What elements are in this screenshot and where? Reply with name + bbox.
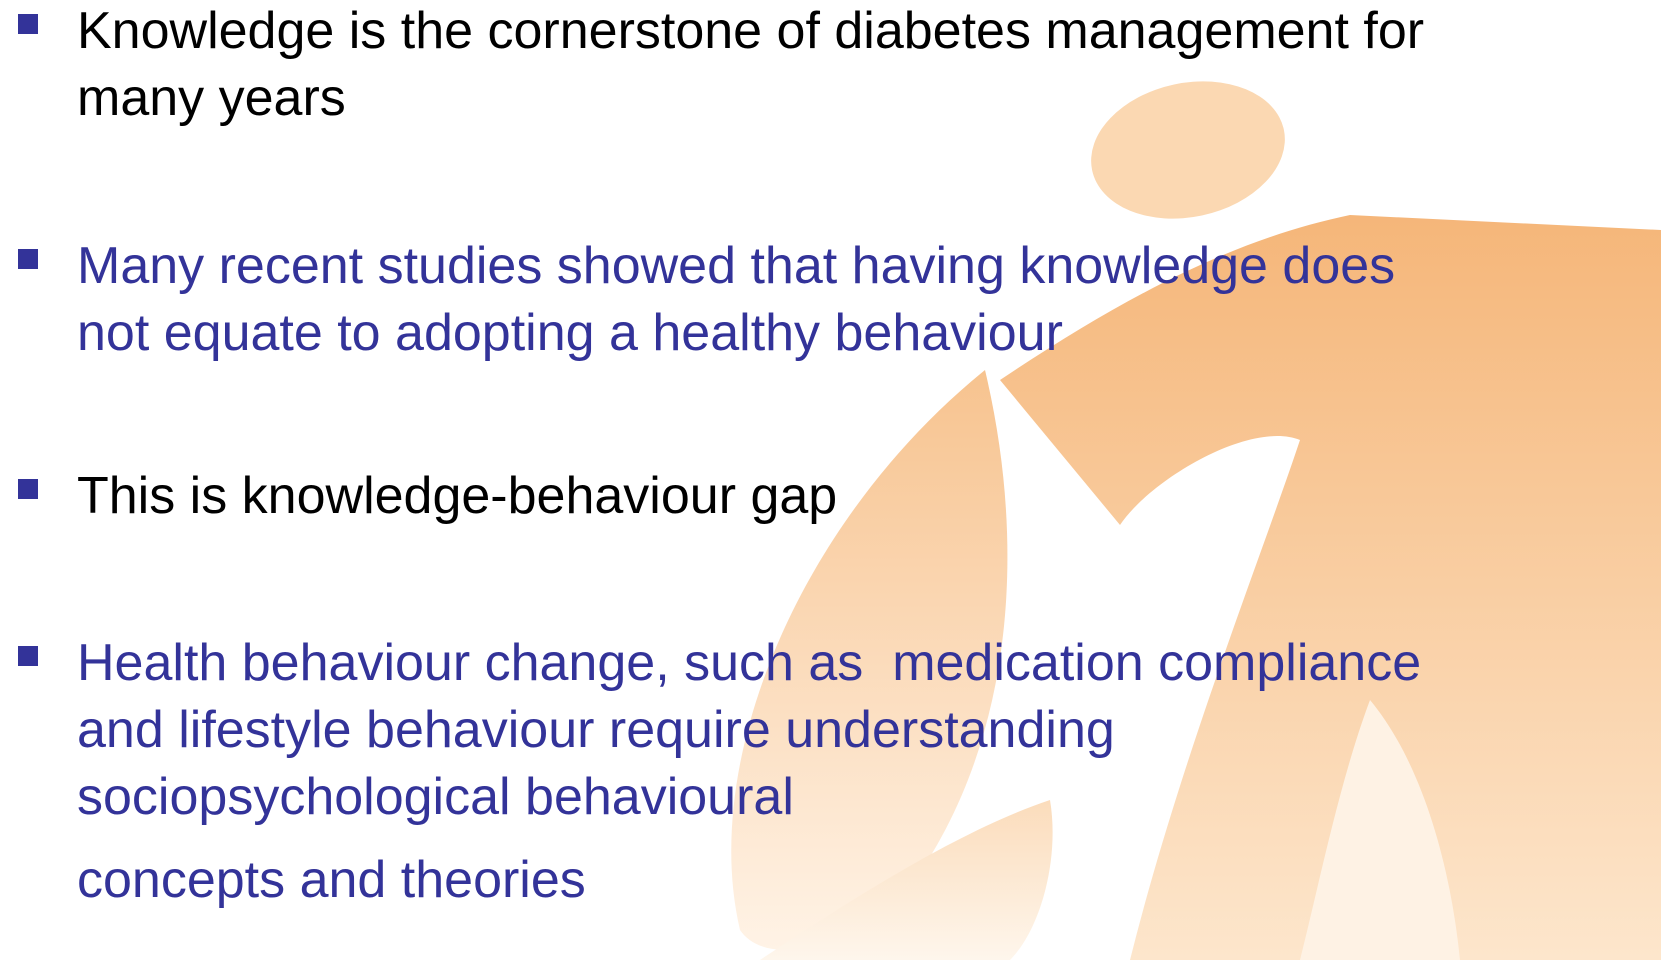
slide: Knowledge is the cornerstone of diabetes… <box>0 0 1661 960</box>
background-figure <box>731 64 1661 960</box>
bullet-marker <box>18 479 38 499</box>
bullet-text: not equate to adopting a healthy behavio… <box>77 304 1063 362</box>
bullet-text: Many recent studies showed that having k… <box>77 237 1395 295</box>
bullet-text: and lifestyle behaviour require understa… <box>77 701 1115 759</box>
bullet-text: This is knowledge-behaviour gap <box>77 467 837 525</box>
bullet-text: Knowledge is the cornerstone of diabetes… <box>77 2 1424 60</box>
bullet-marker <box>18 646 38 666</box>
bullet-marker <box>18 249 38 269</box>
bullet-text: many years <box>77 69 346 127</box>
continuation-text: concepts and theories <box>77 851 586 909</box>
bullet-text: Health behaviour change, such as medicat… <box>77 634 1421 692</box>
bullet-marker <box>18 14 38 34</box>
bullet-text: sociopsychological behavioural <box>77 768 794 826</box>
